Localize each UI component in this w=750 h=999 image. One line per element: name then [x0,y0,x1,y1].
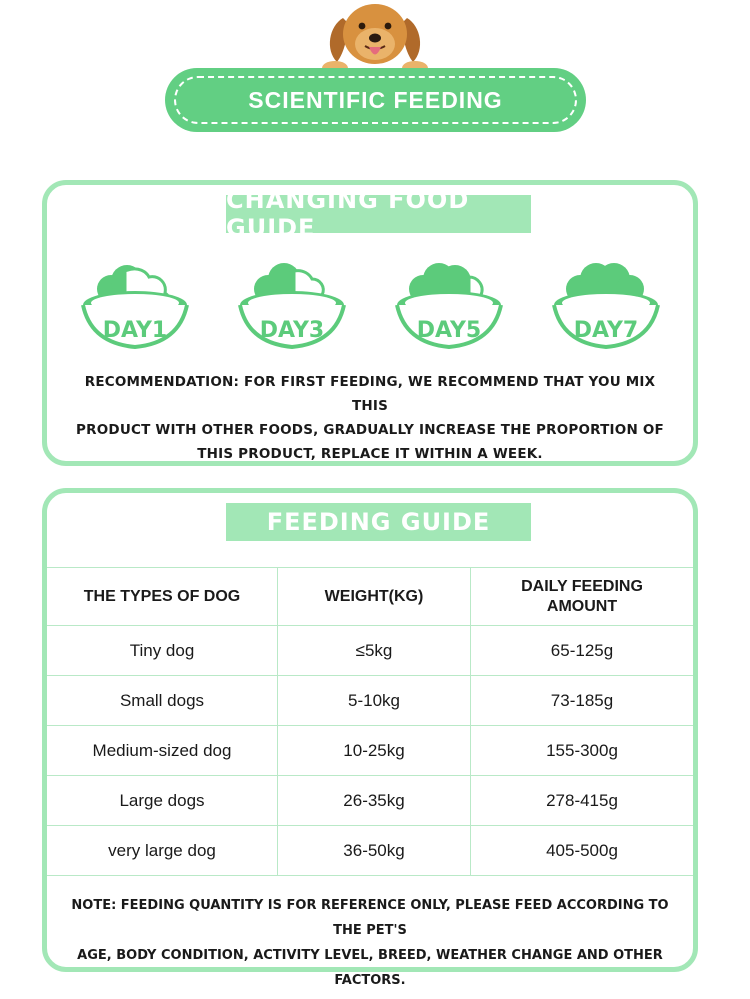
page-title: SCIENTIFIC FEEDING [248,86,503,113]
weight-cell: 26-35kg [278,776,471,825]
feeding-guide-panel: FEEDING GUIDE THE TYPES OF DOG WEIGHT(KG… [42,488,698,988]
header-daily-amount: DAILY FEEDING AMOUNT [471,568,693,625]
day7-bowl-icon: DAY7 [548,263,664,353]
header-banner: SCIENTIFIC FEEDING [165,68,586,132]
day5-bowl-icon: DAY5 [391,263,507,353]
feeding-table: THE TYPES OF DOG WEIGHT(KG) DAILY FEEDIN… [47,567,693,876]
dog-type-cell: Small dogs [47,676,278,725]
day7-label: DAY7 [574,318,638,343]
header-weight: WEIGHT(KG) [278,568,471,625]
dog-type-cell: Large dogs [47,776,278,825]
header-banner-inner: SCIENTIFIC FEEDING [174,76,577,124]
recommendation-line: PRODUCT WITH OTHER FOODS, GRADUALLY INCR… [76,422,664,438]
day1-label: DAY1 [103,318,167,343]
note-line: AGE, BODY CONDITION, ACTIVITY LEVEL, BRE… [77,948,663,988]
day3-bowl-icon: DAY3 [234,263,350,353]
amount-cell: 65-125g [550,640,614,660]
note-line: NOTE: FEEDING QUANTITY IS FOR REFERENCE … [71,898,669,938]
day1-bowl-icon: DAY1 [77,263,193,353]
dog-type-cell: Tiny dog [47,626,278,675]
weight-cell: 10-25kg [278,726,471,775]
changing-food-guide-title: CHANGING FOOD GUIDE [226,186,531,242]
recommendation-line: RECOMMENDATION: FOR FIRST FEEDING, WE RE… [84,374,656,414]
amount-cell: 155-300g [546,740,618,760]
feeding-note: NOTE: FEEDING QUANTITY IS FOR REFERENCE … [61,893,679,993]
table-row: Medium-sized dog 10-25kg 155-300g [47,726,693,776]
table-row: Large dogs 26-35kg 278-415g [47,776,693,826]
recommendation-text: RECOMMENDATION: FOR FIRST FEEDING, WE RE… [67,370,673,466]
header-daily-amount-label: DAILY FEEDING AMOUNT [521,577,643,615]
amount-cell: 405-500g [546,840,618,860]
weight-cell: 5-10kg [278,676,471,725]
changing-food-guide-panel: CHANGING FOOD GUIDE DAY1 [42,180,698,466]
table-header-row: THE TYPES OF DOG WEIGHT(KG) DAILY FEEDIN… [47,568,693,626]
dog-type-cell: Medium-sized dog [47,726,278,775]
dog-type-cell: very large dog [47,826,278,875]
table-row: Tiny dog ≤5kg 65-125g [47,626,693,676]
day-bowls: DAY1 DAY3 [77,263,667,353]
weight-cell: ≤5kg [278,626,471,675]
header-dog-type: THE TYPES OF DOG [47,568,278,625]
amount-cell: 73-185g [550,690,614,710]
amount-cell: 278-415g [546,790,618,810]
day5-label: DAY5 [417,318,481,343]
day3-label: DAY3 [260,318,324,343]
table-row: Small dogs 5-10kg 73-185g [47,676,693,726]
table-row: very large dog 36-50kg 405-500g [47,826,693,876]
recommendation-line: THIS PRODUCT, REPLACE IT WITHIN A WEEK. [197,446,543,462]
feeding-guide-title: FEEDING GUIDE [226,503,531,541]
weight-cell: 36-50kg [278,826,471,875]
